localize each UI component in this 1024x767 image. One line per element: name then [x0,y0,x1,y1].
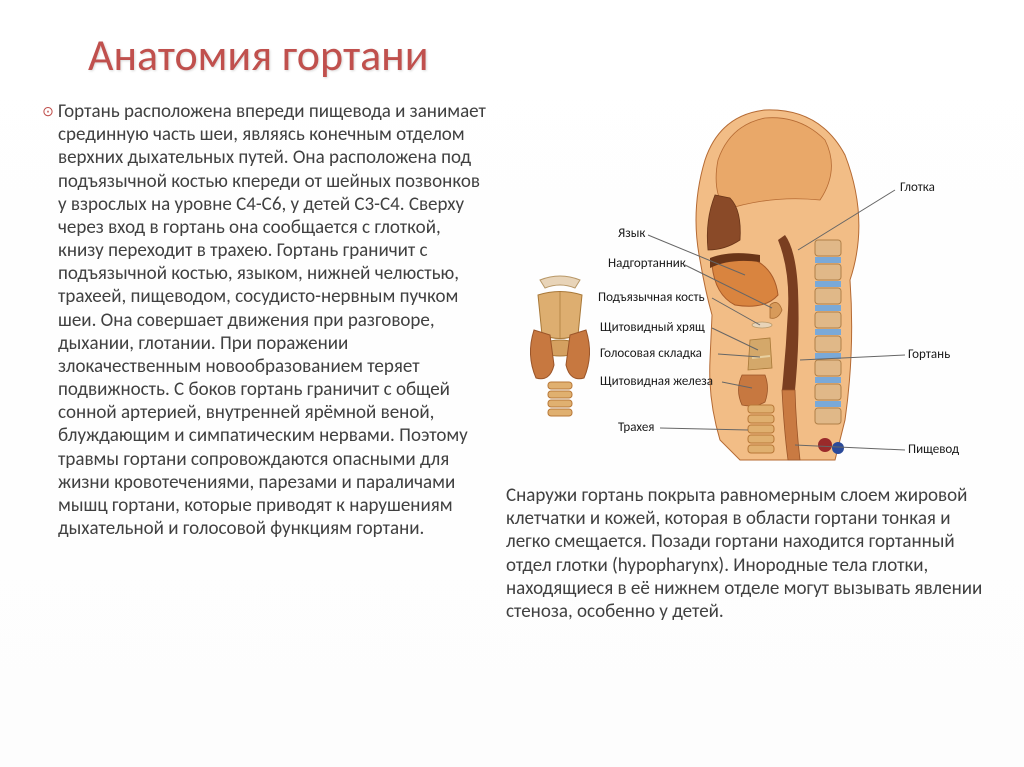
bullet-icon: ⊙ [38,100,58,124]
anatomy-diagram: Глотка Язык Надгортанник Подъязычная кос… [500,100,990,470]
left-column: ⊙ Гортань расположена впереди пищевода и… [38,100,488,623]
sagittal-head-svg [500,100,990,470]
bullet-block: ⊙ Гортань расположена впереди пищевода и… [38,100,488,540]
label-hyoid: Подъязычная кость [598,290,705,305]
label-vocal-fold: Голосовая складка [600,346,702,361]
label-epiglottis: Надгортанник [608,256,686,271]
label-esophagus: Пищевод [908,442,959,457]
slide-title: Анатомия гортани [88,28,994,82]
label-thyroid-cartilage: Щитовидный хрящ [600,320,705,335]
main-body-text: Гортань расположена впереди пищевода и з… [58,100,488,540]
label-thyroid-gland: Щитовидная железа [600,374,713,389]
label-larynx: Гортань [908,347,950,362]
label-tongue: Язык [618,226,645,241]
side-body-text: Снаружи гортань покрыта равномерным слое… [500,484,994,623]
label-pharynx: Глотка [900,180,935,195]
right-column: Глотка Язык Надгортанник Подъязычная кос… [500,100,994,623]
slide-container: Анатомия гортани ⊙ Гортань расположена в… [0,0,1024,767]
content-row: ⊙ Гортань расположена впереди пищевода и… [38,100,994,623]
label-trachea: Трахея [618,420,654,435]
